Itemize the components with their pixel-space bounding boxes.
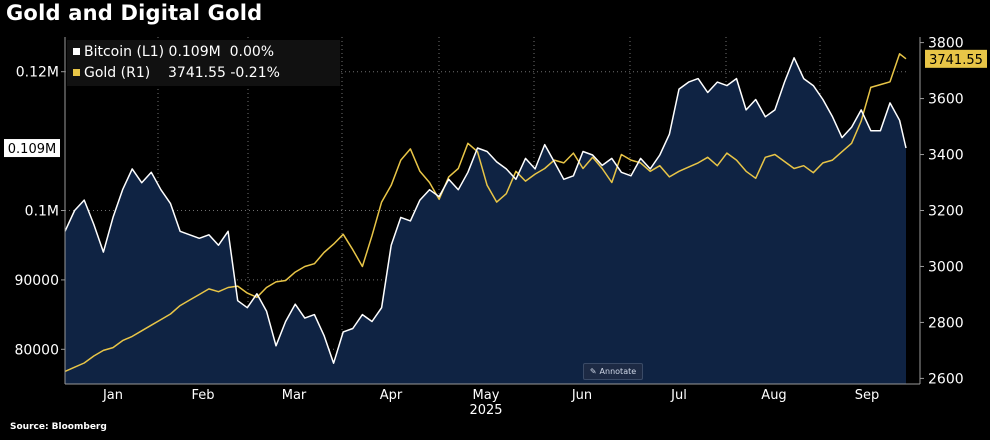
annotate-button[interactable]: ✎ Annotate — [583, 363, 643, 380]
legend-gold-name: Gold (R1) — [84, 65, 151, 81]
right-tick-label: 2800 — [928, 315, 964, 331]
x-tick-label: Sep — [855, 388, 880, 403]
x-tick-label: Feb — [191, 388, 214, 403]
x-tick-label: Jul — [670, 388, 687, 403]
gold-last-value-text: 3741.55 — [929, 53, 983, 68]
legend-bitcoin-change: 0.00% — [229, 44, 275, 60]
gold-last-value-badge — [925, 49, 987, 68]
right-tick-label: 3600 — [928, 92, 964, 108]
right-tick-label: 3000 — [928, 259, 964, 275]
legend-bitcoin-name: Bitcoin (L1) — [84, 44, 165, 60]
right-tick-label: 2600 — [928, 371, 964, 387]
right-tick-label: 3200 — [928, 204, 964, 220]
legend-gold[interactable]: Gold (R1) 3741.55 -0.21% — [73, 63, 280, 83]
x-tick-label: Jan — [102, 388, 123, 403]
left-tick-label: 90000 — [14, 273, 59, 289]
chart-title: Gold and Digital Gold — [6, 1, 263, 25]
left-tick-label: 0.1M — [25, 204, 59, 220]
left-tick-label: 0.12M — [16, 65, 59, 81]
bitcoin-line — [64, 57, 907, 364]
legend-gold-change: -0.21% — [230, 65, 280, 81]
gold-swatch — [73, 69, 80, 76]
legend-bitcoin[interactable]: Bitcoin (L1) 0.109M 0.00% — [73, 42, 274, 62]
annotate-label: Annotate — [599, 367, 637, 376]
legend: Bitcoin (L1) 0.109M 0.00% Gold (R1) 3741… — [67, 40, 340, 86]
bitcoin-area — [65, 57, 906, 385]
pencil-icon: ✎ — [589, 367, 597, 376]
x-tick-label: Aug — [761, 388, 786, 403]
right-tick-label: 3400 — [928, 148, 964, 164]
bitcoin-last-value-text: 0.109M — [8, 142, 56, 157]
line-layer — [64, 53, 907, 373]
axis-layer: 80000 90000 0.1M 0.12M 2600 2800 3000 3200 3400 3… — [4, 36, 987, 418]
left-tick-label: 80000 — [14, 342, 59, 358]
x-tick-label: Mar — [282, 388, 307, 403]
x-tick-label: May — [473, 388, 500, 403]
x-tick-label: Jun — [571, 388, 592, 403]
legend-bitcoin-value: 0.109M — [168, 44, 221, 60]
source-note: Source: Bloomberg — [10, 422, 107, 432]
x-tick-label: Apr — [380, 388, 403, 403]
gold-line — [64, 53, 907, 373]
bitcoin-last-value-badge — [4, 139, 60, 158]
chart-svg: 80000 90000 0.1M 0.12M 2600 2800 3000 3200 3400 3… — [4, 36, 987, 418]
x-axis-year-label: 2025 — [469, 403, 502, 418]
legend-gold-value: 3741.55 — [168, 65, 226, 81]
right-tick-label: 3800 — [928, 36, 964, 52]
area-layer — [65, 57, 906, 385]
bitcoin-swatch — [73, 48, 80, 55]
